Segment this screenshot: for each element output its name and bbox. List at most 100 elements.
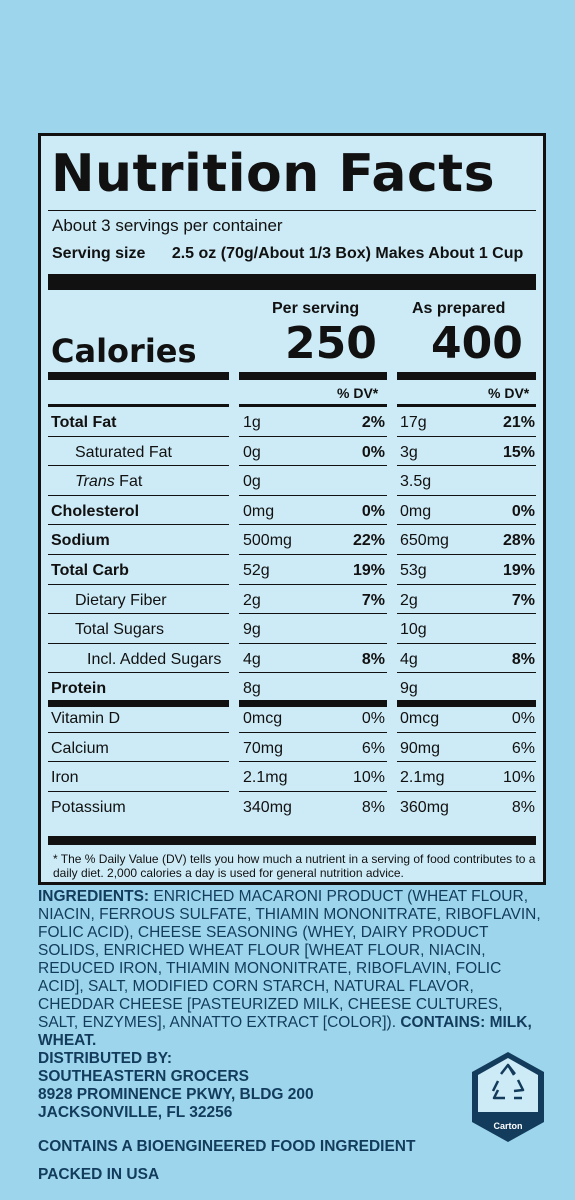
col1-header: Per serving [272,300,360,317]
nutrient-name: Iron [51,769,79,787]
dv-as-prepared: 7% [511,591,535,609]
recycle-carton-icon: Carton [472,1052,544,1142]
recycle-label: Carton [494,1121,523,1131]
nutrient-name-suffix: Fat [114,473,143,491]
row-divider [48,613,536,615]
nutrient-row: Sodium 500mg 22% 650mg 28% [41,525,543,555]
amount-as-prepared: 3.5g [400,473,432,491]
amount-per-serving: 52g [243,562,270,579]
nutrient-label: Calcium [51,740,109,758]
row-divider [48,699,536,707]
dv-per-serving: 2% [361,414,385,431]
distributor-block: DISTRIBUTED BY: SOUTHEASTERN GROCERS 892… [38,1050,314,1122]
packed-in: PACKED IN USA [38,1166,160,1183]
ingredients: INGREDIENTS: ENRICHED MACARONI PRODUCT (… [38,888,543,1050]
dv-per-serving: 10% [352,769,385,787]
nutrient-label: Potassium [51,799,126,817]
footnote: * The % Daily Value (DV) tells you how m… [53,852,536,880]
amount-as-prepared: 360mg [400,798,449,816]
nutrient-row: Total Sugars 9g 10g [41,614,543,644]
amount-per-serving: 0g [243,473,261,491]
calories-col2: 400 [431,318,523,369]
amount-per-serving: 4g [243,650,261,668]
row-divider [48,731,536,733]
amount-as-prepared: 53g [400,562,427,579]
nutrient-label: Incl. Added Sugars [87,651,221,669]
ingredients-text: ENRICHED MACARONI PRODUCT (WHEAT FLOUR, … [38,888,541,1031]
amount-per-serving: 1g [243,414,261,431]
nutrient-name: Saturated Fat [75,443,172,461]
amount-as-prepared: 9g [400,680,418,698]
amount-per-serving: 0mg [243,502,275,520]
nutrient-label: Total Sugars [75,621,164,639]
row-divider [48,672,536,674]
row-divider [48,761,536,763]
col2-header: As prepared [412,300,506,317]
nutrient-row: Calcium 70mg 6% 90mg 6% [41,733,543,763]
dv-as-prepared: 15% [502,443,535,461]
nutrient-name: Incl. Added Sugars [87,650,222,668]
amount-as-prepared: 2.1mg [400,769,445,787]
dv-as-prepared: 0% [511,710,535,727]
nutrient-label: Iron [51,769,79,787]
nutrient-row: Total Carb 52g 19% 53g 19% [41,555,543,585]
nutrition-title: Nutrition Facts [51,144,496,204]
dv-per-serving: 8% [361,798,385,816]
calories-col1: 250 [285,318,377,369]
medium-bar [48,372,536,380]
ingredients-label: INGREDIENTS: [38,888,150,905]
distributor-line: DISTRIBUTED BY: [38,1050,173,1067]
nutrient-name: Sodium [51,532,110,550]
servings-per-container: About 3 servings per container [52,216,283,235]
bioengineered-statement: CONTAINS A BIOENGINEERED FOOD INGREDIENT [38,1138,416,1155]
dv-per-serving: 19% [352,562,385,579]
nutrient-label: Vitamin D [51,710,120,728]
row-divider [48,583,536,585]
amount-as-prepared: 10g [400,621,427,639]
nutrient-name: Protein [51,680,107,698]
amount-per-serving: 2.1mg [243,769,288,787]
divider [48,210,536,211]
nutrient-row: Incl. Added Sugars 4g 8% 4g 8% [41,644,543,674]
dv-as-prepared: 10% [502,769,535,787]
nutrient-name: Potassium [51,798,126,816]
dv-per-serving: 0% [361,443,385,461]
nutrient-row: Protein 8g 9g [41,673,543,707]
amount-per-serving: 70mg [243,739,284,757]
nutrient-row: Total Fat 1g 2% 17g 21% [41,407,543,437]
row-divider [48,494,536,496]
row-divider [48,553,536,555]
serving-size-value: 2.5 oz (70g/About 1/3 Box) Makes About 1… [171,245,524,262]
row-divider [48,524,536,526]
distributor-line: JACKSONVILLE, FL 32256 [38,1104,233,1121]
serving-size-label: Serving size [52,245,146,262]
dv-header-col2: % DV* [488,385,530,401]
amount-as-prepared: 17g [400,414,427,431]
amount-as-prepared: 3g [400,443,418,461]
nutrient-label: Trans Fat [75,473,142,491]
nutrient-name: Dietary Fiber [75,591,167,609]
distributor-line: 8928 PROMINENCE PKWY, BLDG 200 [38,1086,314,1103]
amount-per-serving: 0g [243,443,261,461]
bottom-bar [48,836,536,845]
amount-per-serving: 8g [243,680,261,698]
nutrient-row: Cholesterol 0mg 0% 0mg 0% [41,496,543,526]
row-divider [48,465,536,467]
nutrient-row: Vitamin D 0mcg 0% 0mcg 0% [41,703,543,733]
dv-per-serving: 22% [352,532,385,550]
dv-as-prepared: 19% [502,562,535,579]
nutrient-name: Trans [75,473,115,491]
amount-as-prepared: 0mg [400,502,432,520]
nutrient-name: Total Carb [51,562,129,579]
nutrient-row: Saturated Fat 0g 0% 3g 15% [41,437,543,467]
nutrient-label: Protein [51,680,106,698]
row-divider [48,642,536,644]
nutrient-name: Cholesterol [51,502,140,520]
row-divider [48,435,536,437]
dv-header-col1: % DV* [337,385,379,401]
nutrient-label: Saturated Fat [75,444,172,462]
nutrient-label: Cholesterol [51,503,139,521]
row-divider [48,790,536,792]
nutrient-label: Total Carb [51,562,129,580]
nutrient-name: Total Sugars [75,621,164,639]
